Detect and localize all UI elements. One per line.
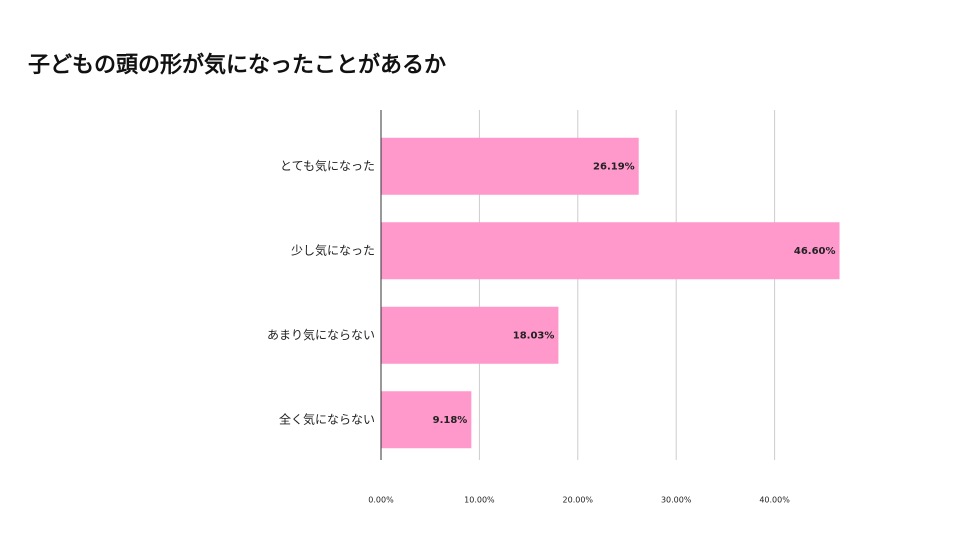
x-tick-label: 40.00% bbox=[759, 496, 790, 505]
x-tick-label: 30.00% bbox=[661, 496, 692, 505]
value-label: 46.60% bbox=[794, 246, 836, 257]
bar bbox=[381, 222, 840, 280]
value-label: 26.19% bbox=[593, 161, 635, 172]
x-tick-label: 10.00% bbox=[464, 496, 495, 505]
category-label: とても気になった bbox=[280, 158, 375, 173]
chart-title: 子どもの頭の形が気になったことがあるか bbox=[28, 52, 446, 78]
bar bbox=[381, 306, 559, 364]
category-label: あまり気にならない bbox=[267, 327, 375, 342]
bar bbox=[381, 391, 472, 449]
value-label: 9.18% bbox=[433, 415, 468, 426]
x-tick-label: 0.00% bbox=[368, 496, 394, 505]
category-label: 全く気にならない bbox=[279, 411, 375, 426]
bar bbox=[381, 137, 639, 195]
category-label: 少し気になった bbox=[291, 242, 375, 257]
value-label: 18.03% bbox=[513, 330, 555, 341]
x-tick-label: 20.00% bbox=[563, 496, 594, 505]
